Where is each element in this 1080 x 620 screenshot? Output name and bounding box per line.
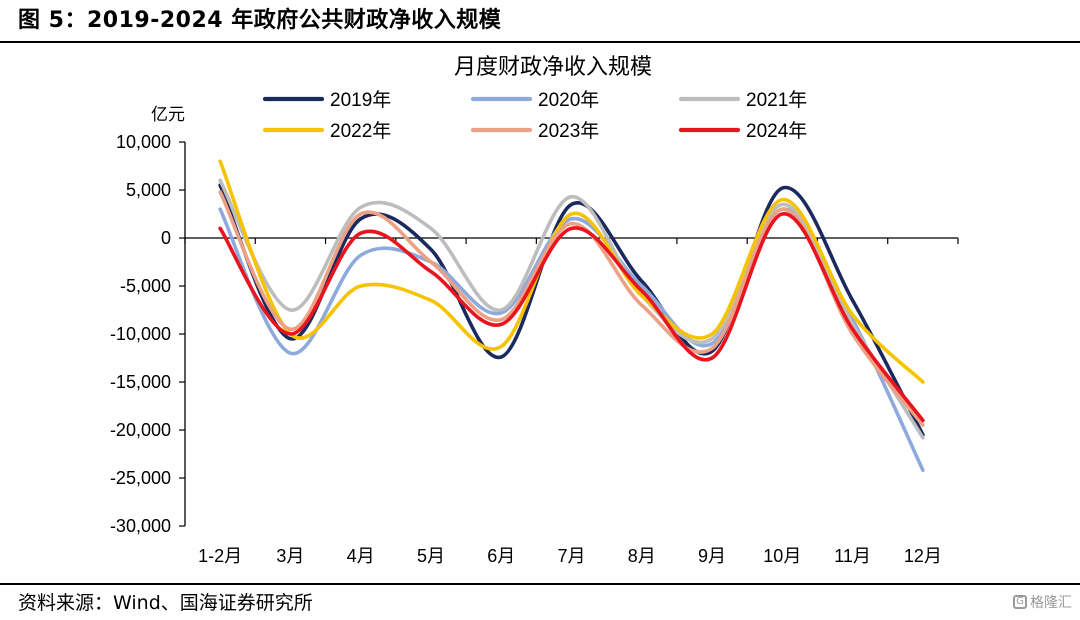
x-tick-label: 10月	[763, 546, 801, 566]
y-axis-unit: 亿元	[151, 105, 185, 125]
bottom-divider	[0, 583, 1080, 585]
legend-label: 2023年	[538, 120, 599, 142]
legend-label: 2021年	[746, 89, 807, 111]
y-tick-label: -30,000	[110, 516, 171, 536]
legend-label: 2020年	[538, 89, 599, 111]
y-tick-label: -5,000	[120, 276, 171, 296]
top-divider	[0, 41, 1080, 43]
series-lines	[218, 159, 925, 473]
series-line-2022年	[218, 159, 925, 384]
y-tick-label: -10,000	[110, 324, 171, 344]
y-tick-label: -15,000	[110, 372, 171, 392]
x-tick-label: 11月	[834, 546, 871, 566]
watermark: G 格隆汇	[1013, 592, 1072, 612]
x-tick-label: 1-2月	[198, 546, 242, 566]
y-tick-label: -25,000	[110, 468, 171, 488]
y-tick-label: 0	[161, 228, 171, 248]
y-tick-label: -20,000	[110, 420, 171, 440]
series-line-2024年	[218, 212, 925, 423]
x-tick-label: 8月	[628, 546, 656, 566]
legend-label: 2022年	[330, 120, 391, 142]
y-tick-label: 10,000	[116, 132, 171, 152]
x-tick-label: 9月	[698, 546, 726, 566]
x-tick-label: 6月	[487, 546, 515, 566]
x-tick-label: 4月	[347, 546, 375, 566]
x-axis-ticks: 1-2月 3月 4月 5月 6月 7月 8月 9月 10月 11月 12月	[184, 238, 959, 566]
x-tick-label: 3月	[276, 546, 304, 566]
figure-title: 图 5：2019-2024 年政府公共财政净收入规模	[18, 8, 502, 33]
y-axis-ticks: 10,000 5,000 0 -5,000 -10,000 -15,000 -20,000 -…	[110, 132, 185, 536]
source-note: 资料来源：Wind、国海证券研究所	[18, 592, 313, 614]
x-tick-label: 7月	[557, 546, 585, 566]
legend-label: 2019年	[330, 89, 391, 111]
x-tick-label: 12月	[904, 546, 942, 566]
x-tick-label: 5月	[417, 546, 445, 566]
y-tick-label: 5,000	[126, 180, 171, 200]
axes	[184, 142, 958, 526]
legend: 2019年 2020年 2021年 2022年 2023年 2024年	[262, 89, 807, 142]
chart-title: 月度财政净收入规模	[454, 55, 652, 80]
watermark-logo-icon: G	[1013, 595, 1027, 609]
legend-label: 2024年	[746, 120, 807, 142]
watermark-text: 格隆汇	[1030, 595, 1072, 611]
